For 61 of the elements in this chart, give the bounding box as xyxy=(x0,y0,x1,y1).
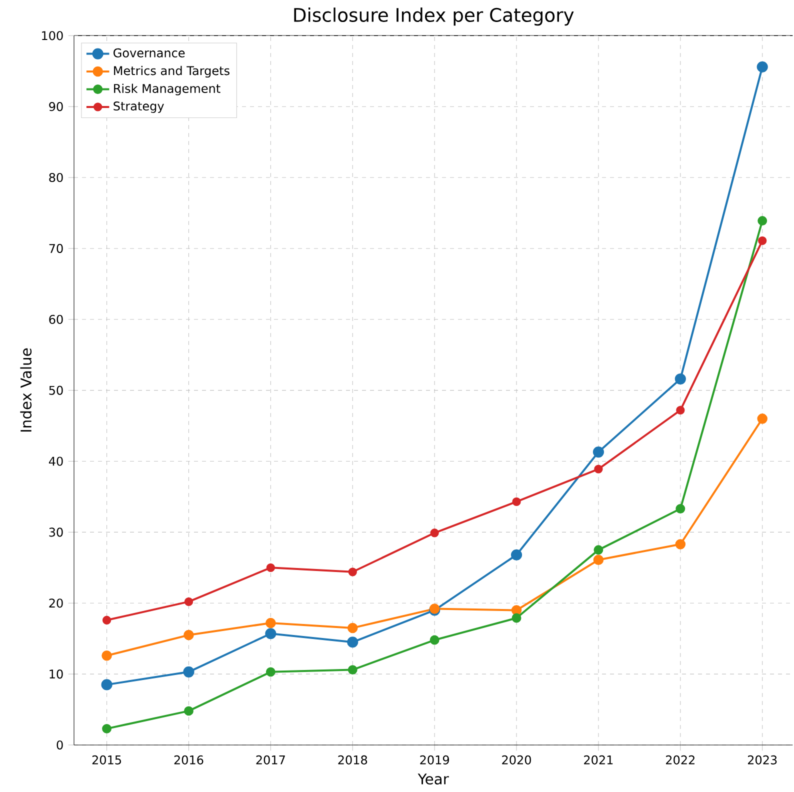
legend-label: Strategy xyxy=(114,101,164,113)
x-tick-label: 2015 xyxy=(92,755,121,764)
y-tick-label: 30 xyxy=(49,528,63,537)
point xyxy=(348,665,358,675)
point xyxy=(347,636,358,648)
point xyxy=(676,406,685,415)
point xyxy=(757,414,768,424)
x-tick-label: 2018 xyxy=(338,755,368,764)
point xyxy=(676,504,686,514)
point xyxy=(184,706,194,716)
point xyxy=(756,61,768,72)
x-tick-label: 2019 xyxy=(420,755,449,764)
point xyxy=(594,464,603,474)
point xyxy=(592,446,604,458)
legend-label: Governance xyxy=(114,48,185,58)
y-axis-title: Index Value xyxy=(20,348,32,432)
x-tick-label: 2016 xyxy=(174,755,204,764)
y-tick-label: 10 xyxy=(50,670,63,679)
point xyxy=(265,628,276,640)
y-tick-label: 50 xyxy=(49,386,63,395)
point xyxy=(430,528,439,538)
y-tick-label: 20 xyxy=(49,598,63,608)
y-tick-label: 90 xyxy=(49,102,63,112)
x-tick-label: 2021 xyxy=(584,755,613,764)
point xyxy=(674,373,686,385)
legend-label: Risk Management xyxy=(114,84,220,96)
point xyxy=(266,563,276,572)
point xyxy=(102,616,112,624)
point xyxy=(510,549,522,560)
x-tick-label: 2017 xyxy=(256,755,285,764)
chart-title: Disclosure Index per Category xyxy=(294,8,574,26)
point xyxy=(266,618,276,628)
x-axis-title: Year xyxy=(418,774,449,785)
y-tick-label: 0 xyxy=(56,740,63,750)
y-tick-label: 100 xyxy=(42,31,63,40)
x-tick-label: 2020 xyxy=(502,755,531,764)
point xyxy=(184,630,194,640)
point xyxy=(101,679,112,690)
point xyxy=(347,622,358,634)
point xyxy=(183,666,194,678)
y-tick-label: 40 xyxy=(48,456,63,466)
point xyxy=(512,613,522,623)
legend-label: Metrics and Targets xyxy=(114,66,230,78)
point xyxy=(511,605,522,616)
point xyxy=(102,724,112,734)
point xyxy=(593,554,604,565)
x-tick-label: 2023 xyxy=(748,755,777,764)
point xyxy=(675,539,686,550)
y-tick-label: 60 xyxy=(49,314,63,324)
point xyxy=(512,497,521,506)
point xyxy=(102,650,112,661)
x-tick-label: 2022 xyxy=(666,755,694,764)
y-tick-label: 80 xyxy=(49,172,63,182)
point xyxy=(348,568,357,576)
point xyxy=(430,635,440,645)
point xyxy=(266,667,276,677)
point xyxy=(594,545,604,555)
y-tick-label: 70 xyxy=(49,244,63,253)
point xyxy=(758,216,768,226)
point xyxy=(758,236,767,245)
point xyxy=(184,597,194,606)
